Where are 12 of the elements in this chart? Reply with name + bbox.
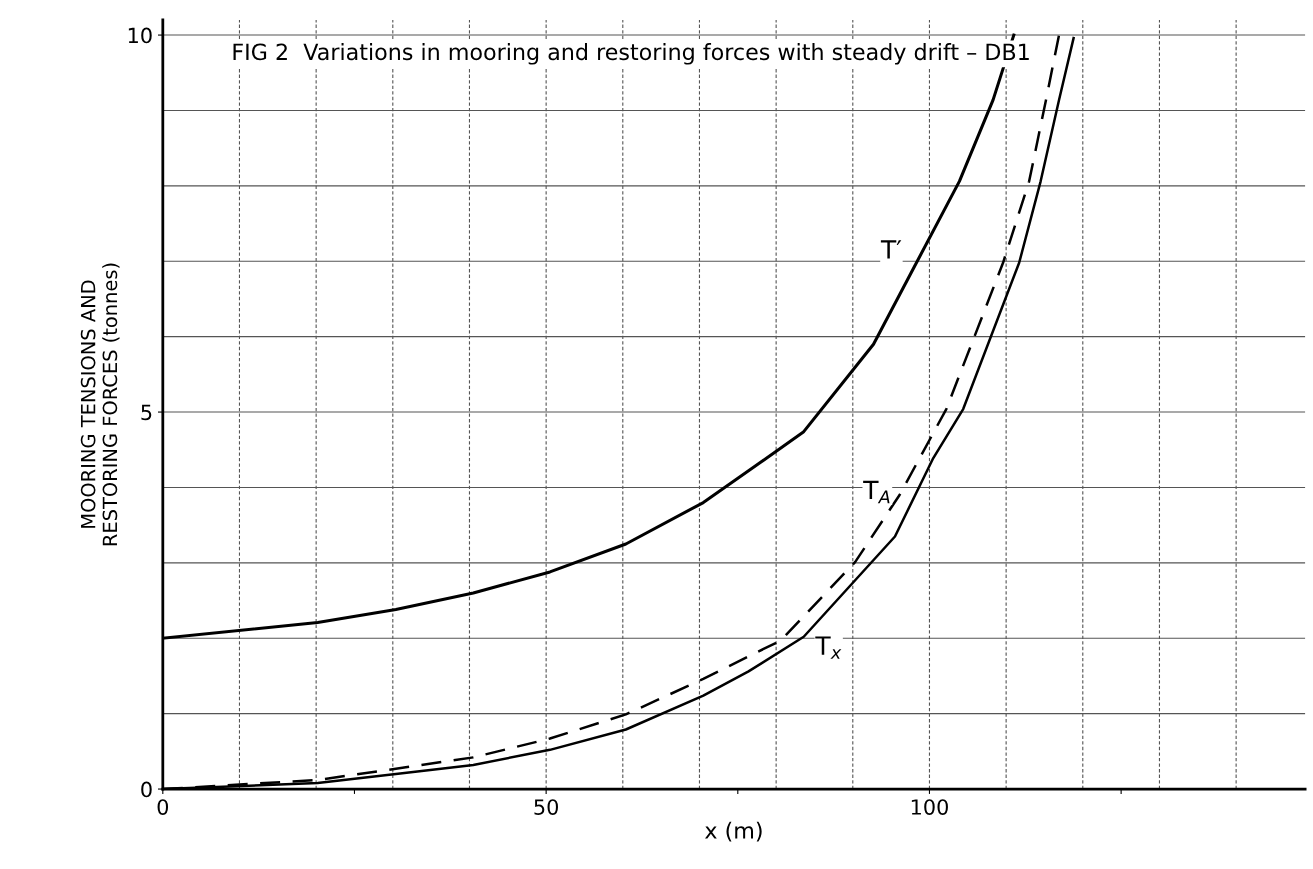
x-axis-title: x (m)	[705, 821, 762, 842]
y-tick-label: 5	[141, 404, 152, 421]
y-tick-label: 0	[141, 781, 152, 798]
y-axis-title: MOORING TENSIONS AND RESTORING FORCES (tonnes)	[80, 263, 120, 546]
y-tick-label: 10	[128, 27, 152, 44]
x-tick-label: 100	[911, 799, 948, 815]
series-label: T′	[880, 240, 902, 259]
x-tick-label: 50	[534, 799, 559, 815]
text: FIG 2 Variations in mooring and restoring forces with steady drift – DB1	[233, 43, 1029, 65]
series-label: T$_{x}$	[815, 636, 842, 659]
series-label: T$_{A}$	[863, 480, 890, 504]
x-tick-label: 0	[157, 799, 169, 815]
